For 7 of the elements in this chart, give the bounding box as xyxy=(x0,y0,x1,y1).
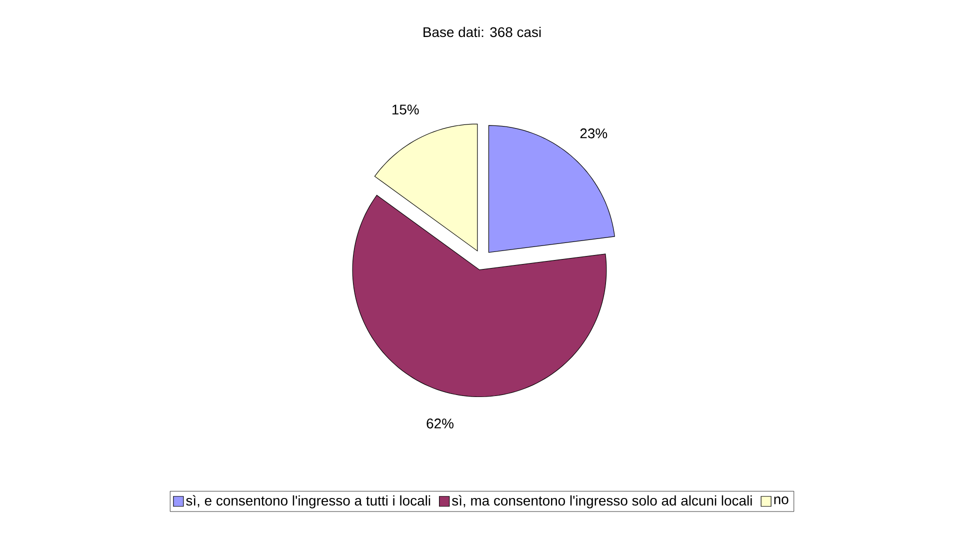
data-label: 15% xyxy=(392,104,419,114)
chart-title: Base dati: 368 casi xyxy=(424,26,541,38)
legend-label: sì, e consentono l'ingresso a tutti i locali xyxy=(186,495,430,508)
legend-label: no xyxy=(774,496,788,504)
data-label: 62% xyxy=(426,418,454,428)
legend-label: sì, ma consentono l'ingresso solo ad alcuni locali xyxy=(452,495,752,508)
data-label: 23% xyxy=(580,128,608,138)
